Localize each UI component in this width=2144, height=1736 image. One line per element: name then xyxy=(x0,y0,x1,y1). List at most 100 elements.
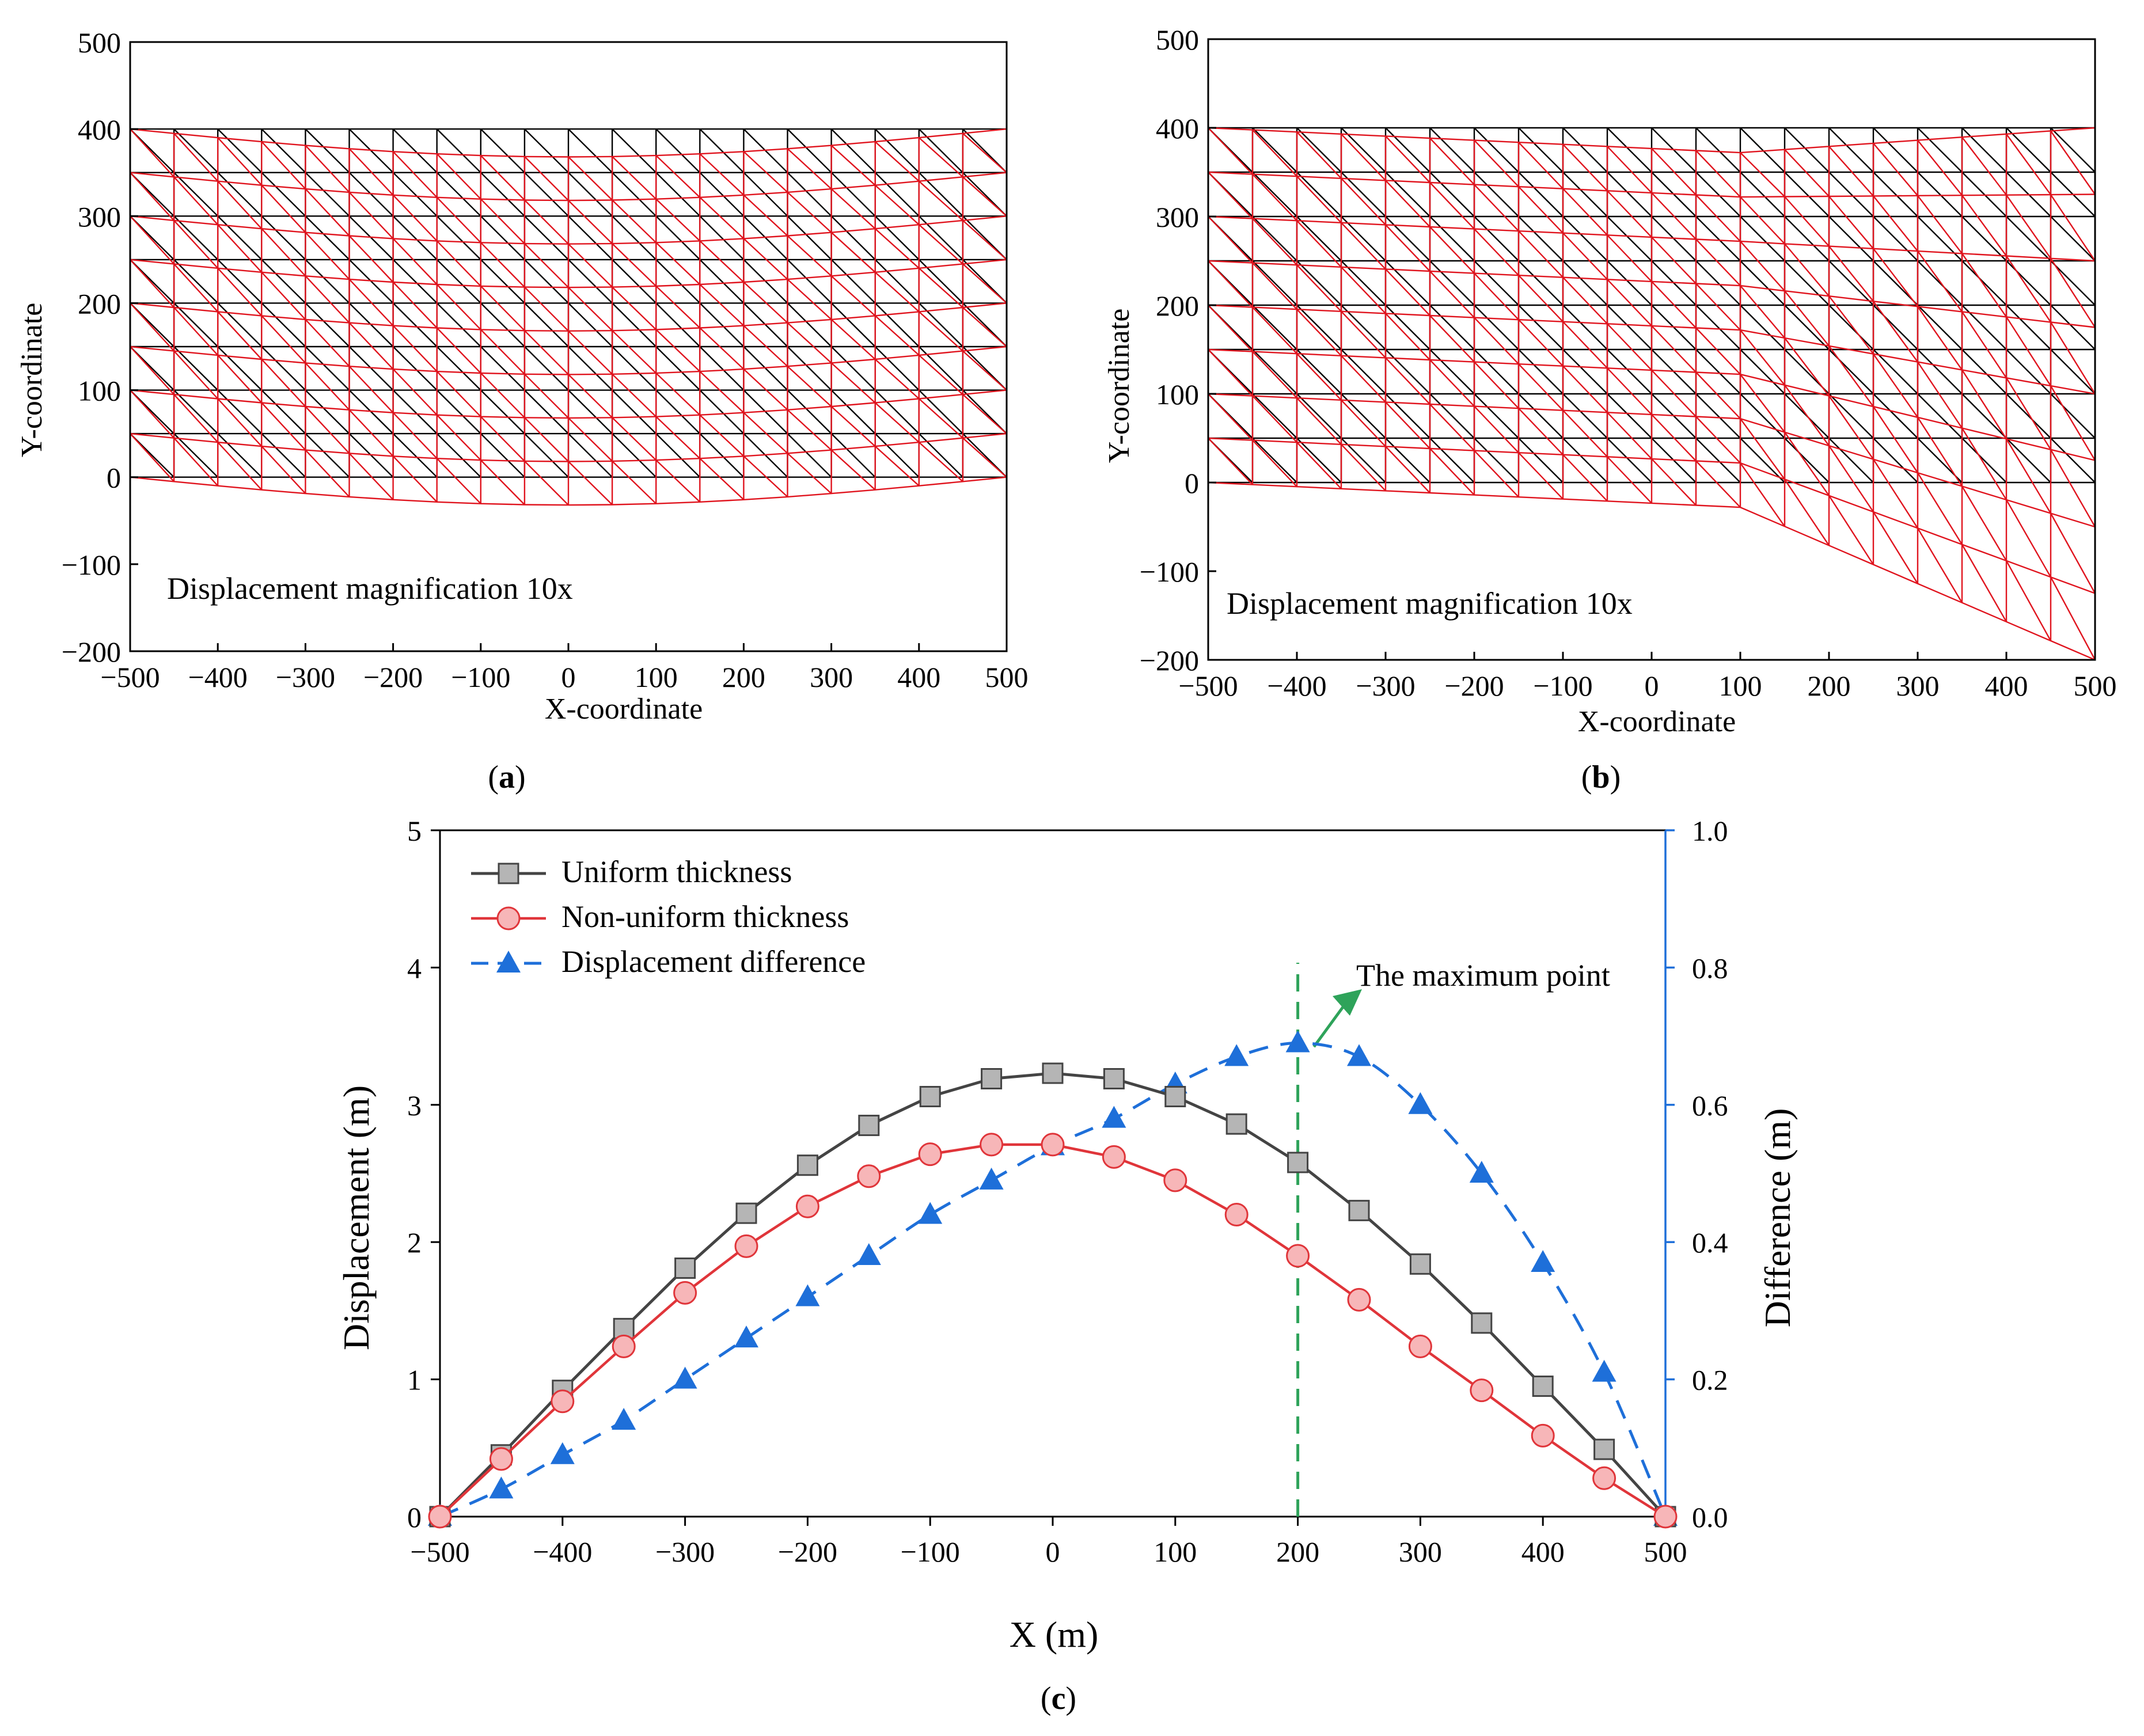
original-mesh-diagonal xyxy=(1961,349,2007,394)
original-mesh-diagonal xyxy=(655,172,701,217)
deformed-mesh-diagonal xyxy=(480,373,525,419)
panel-b: −500 −400 −300 −200 −100 0 100 200 300 400 500 500… xyxy=(1103,24,2117,795)
original-mesh-diagonal xyxy=(1474,305,1519,350)
deformed-mesh-diagonal xyxy=(1341,222,1386,270)
deformed-mesh-diagonal xyxy=(1784,478,1830,546)
deformed-mesh-diagonal xyxy=(1873,301,1918,363)
deformed-mesh-diagonal xyxy=(524,243,569,288)
deformed-mesh-diagonal xyxy=(261,446,306,494)
original-mesh-diagonal xyxy=(480,215,525,260)
deformed-mesh-diagonal xyxy=(568,200,613,244)
original-mesh-diagonal xyxy=(1607,127,1652,173)
original-mesh-diagonal xyxy=(1917,393,1963,439)
deformed-mesh-diagonal xyxy=(962,437,1007,478)
deformed-mesh-diagonal xyxy=(436,284,481,331)
x-tick-label: 300 xyxy=(810,661,853,693)
original-mesh-diagonal xyxy=(1828,260,1874,306)
data-point-nonuniform xyxy=(489,1447,513,1471)
deformed-mesh-diagonal xyxy=(261,184,306,233)
deformed-mesh-diagonal xyxy=(655,198,701,242)
deformed-mesh-diagonal xyxy=(217,180,263,230)
original-mesh-diagonal xyxy=(1252,216,1297,261)
deformed-mesh-diagonal xyxy=(1961,253,2007,318)
original-mesh-diagonal xyxy=(1961,260,2007,306)
panel-b-annotation: Displacement magnification 10x xyxy=(1227,586,1633,621)
deformed-mesh-diagonal xyxy=(524,286,569,332)
deformed-mesh-diagonal xyxy=(348,148,394,196)
deformed-mesh-diagonal xyxy=(830,362,876,404)
deformed-mesh-diagonal xyxy=(1296,220,1342,268)
original-mesh-diagonal xyxy=(1784,216,1830,261)
deformed-mesh-diagonal xyxy=(1518,363,1564,411)
y-tick-label: 200 xyxy=(78,287,121,320)
deformed-mesh-diagonal xyxy=(699,414,745,457)
data-point-nonuniform xyxy=(1653,1505,1678,1529)
deformed-mesh-diagonal xyxy=(743,325,788,367)
deformed-mesh-diagonal xyxy=(568,287,613,332)
deformed-mesh-diagonal xyxy=(830,319,876,360)
original-mesh-diagonal xyxy=(699,215,745,260)
deformed-mesh-diagonal xyxy=(1740,462,1785,527)
data-point-nonuniform xyxy=(734,1234,758,1258)
deformed-mesh-diagonal xyxy=(1429,448,1475,496)
data-point-difference xyxy=(612,1408,636,1430)
original-mesh-diagonal xyxy=(1917,305,1963,350)
deformed-mesh-diagonal xyxy=(392,369,438,416)
deformed-mesh-diagonal xyxy=(612,461,657,504)
deformed-mesh-diagonal xyxy=(524,156,569,201)
panel-c: −500 −400 −300 −200 −100 0 100 200 300 400 500 0 1 2… xyxy=(336,815,1798,1716)
x-tick-label: −100 xyxy=(451,661,510,693)
panel-b-y-ticks: 500 400 300 200 100 0 −100 −200 xyxy=(1140,24,1216,677)
deformed-mesh-diagonal xyxy=(1341,310,1386,359)
deformed-mesh-diagonal xyxy=(1695,371,1741,419)
original-mesh-diagonal xyxy=(305,215,350,260)
original-mesh-diagonal xyxy=(480,259,525,304)
deformed-mesh-diagonal xyxy=(1474,272,1519,321)
deformed-mesh-diagonal xyxy=(1607,367,1652,415)
deformed-mesh-diagonal xyxy=(1562,188,1608,236)
original-mesh-diagonal xyxy=(1562,438,1608,483)
original-mesh-diagonal xyxy=(699,172,745,217)
series-line-difference xyxy=(439,1041,1667,1518)
original-mesh-diagonal xyxy=(217,215,263,260)
deformed-mesh-diagonal xyxy=(1873,248,1918,307)
deformed-mesh-diagonal xyxy=(1562,365,1608,413)
deformed-mesh-diagonal xyxy=(1562,232,1608,280)
original-mesh-diagonal xyxy=(1828,216,1874,261)
deformed-mesh-diagonal xyxy=(130,128,174,178)
y2-tick-label: 1.0 xyxy=(1692,815,1728,847)
deformed-mesh-diagonal xyxy=(217,224,263,273)
original-mesh-diagonal xyxy=(1296,127,1342,173)
deformed-mesh-diagonal xyxy=(1872,458,1919,529)
original-mesh-diagonal xyxy=(1961,438,2007,483)
original-mesh-diagonal xyxy=(1695,127,1741,173)
y-tick-label: −200 xyxy=(62,636,121,668)
original-mesh-diagonal xyxy=(699,302,745,347)
deformed-mesh-diagonal xyxy=(830,406,876,447)
original-mesh-diagonal xyxy=(568,128,613,173)
x-tick-label: −500 xyxy=(1178,670,1238,702)
original-mesh-diagonal xyxy=(436,259,481,304)
deformed-mesh-diagonal xyxy=(1518,186,1564,234)
deformed-mesh-diagonal xyxy=(1341,443,1386,492)
data-point-uniform xyxy=(858,1115,880,1137)
deformed-mesh-diagonal xyxy=(1385,224,1430,272)
deformed-mesh-diagonal xyxy=(1385,268,1430,316)
deformed-mesh-diagonal xyxy=(1252,218,1297,266)
original-mesh-diagonal xyxy=(787,172,832,217)
original-mesh-diagonal xyxy=(480,346,525,391)
original-mesh-diagonal xyxy=(612,259,657,304)
deformed-mesh-diagonal xyxy=(830,231,876,273)
original-mesh-diagonal xyxy=(2050,349,2096,394)
deformed-mesh-diagonal xyxy=(1961,369,2008,439)
deformed-mesh-diagonal xyxy=(348,322,394,370)
data-point-uniform xyxy=(1593,1438,1615,1460)
original-mesh-diagonal xyxy=(1917,127,1963,173)
deformed-mesh-diagonal xyxy=(1695,194,1741,242)
original-mesh-diagonal xyxy=(1518,127,1564,173)
deformed-mesh-diagonal xyxy=(130,389,174,439)
panel-a-y-axis-label: Y-coordinate xyxy=(16,303,48,458)
panel-a-annotation: Displacement magnification 10x xyxy=(167,571,573,606)
panel-c-max-point-marker xyxy=(1296,963,1362,1517)
y2-tick-label: 0.8 xyxy=(1692,952,1728,984)
